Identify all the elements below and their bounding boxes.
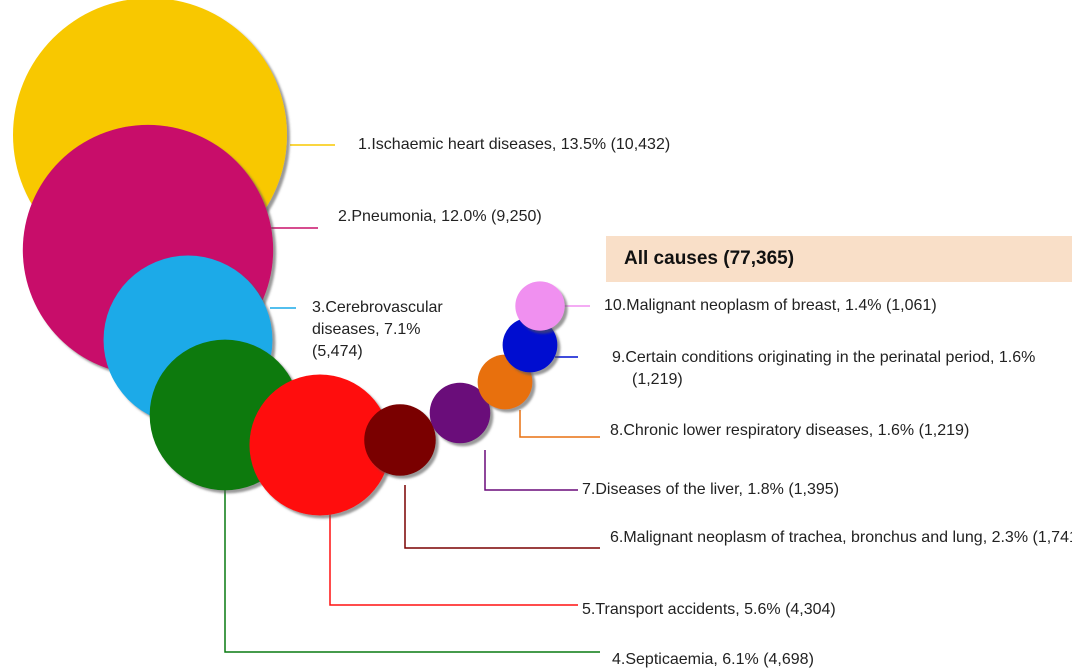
bubble-label: 6.Malignant neoplasm of trachea, bronchu… [610,529,1072,546]
chart-title: All causes (77,365) [606,236,1072,282]
bubble [364,404,436,476]
bubble-label: 7.Diseases of the liver, 1.8% (1,395) [582,481,840,498]
leader-line [404,485,600,549]
leader-line [484,450,578,491]
bubble-label: 10.Malignant neoplasm of breast, 1.4% (1… [604,297,937,314]
leader-line [329,490,578,606]
bubble-label: 1.Ischaemic heart diseases, 13.5% (10,43… [358,136,671,153]
bubble-label: 5.Transport accidents, 5.6% (4,304) [582,601,836,618]
bubble-label: 8.Chronic lower respiratory diseases, 1.… [610,422,970,439]
leader-line [224,470,600,653]
bubble-label: 9.Certain conditions originating in the … [612,349,1036,388]
bubble [249,374,391,516]
bubble [502,317,558,373]
bubble [515,281,565,331]
leader-line [519,410,600,438]
bubble [429,382,491,444]
bubble-label: 3.Cerebrovascular diseases, 7.1% (5,474) [312,299,443,360]
bubble-label: 2.Pneumonia, 12.0% (9,250) [338,208,542,225]
bubble-label: 4.Septicaemia, 6.1% (4,698) [612,651,814,668]
